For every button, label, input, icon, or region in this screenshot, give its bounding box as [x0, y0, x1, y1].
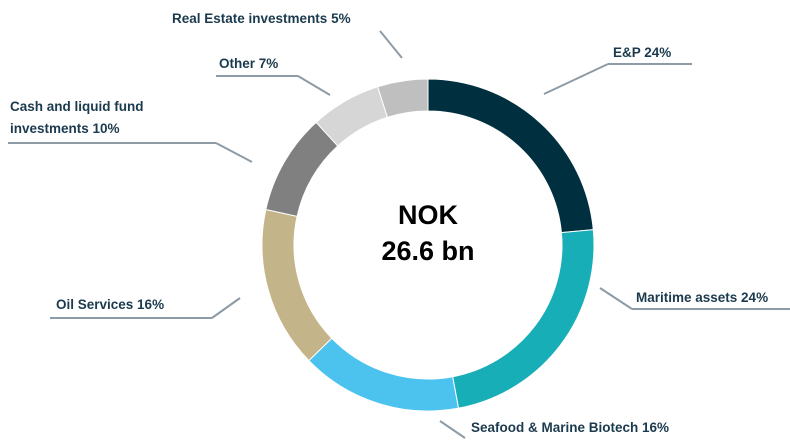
donut-segment [265, 121, 339, 217]
segment-label: Cash and liquid fund investments 10% [10, 99, 144, 136]
center-text: NOK [398, 200, 458, 230]
leader-line [599, 287, 633, 310]
leader-line [297, 75, 331, 96]
leader-line [379, 30, 403, 59]
segment-label: Other 7% [219, 56, 279, 71]
leader-lines [8, 30, 790, 439]
segment-label: Real Estate investments 5% [172, 11, 351, 26]
leader-line [211, 297, 241, 319]
segment-label: Seafood & Marine Biotech 16% [471, 420, 670, 435]
segment-label: Maritime assets 24% [636, 290, 769, 305]
donut-segment [377, 78, 429, 118]
leader-line [439, 420, 466, 439]
segment-label: E&P 24% [613, 45, 672, 60]
center-text: 26.6 bn [381, 236, 475, 266]
leader-line [215, 142, 253, 163]
donut-segment [261, 208, 333, 362]
donut-segment [308, 337, 460, 412]
segment-label: Oil Services 16% [56, 297, 165, 312]
leader-line [543, 63, 609, 95]
